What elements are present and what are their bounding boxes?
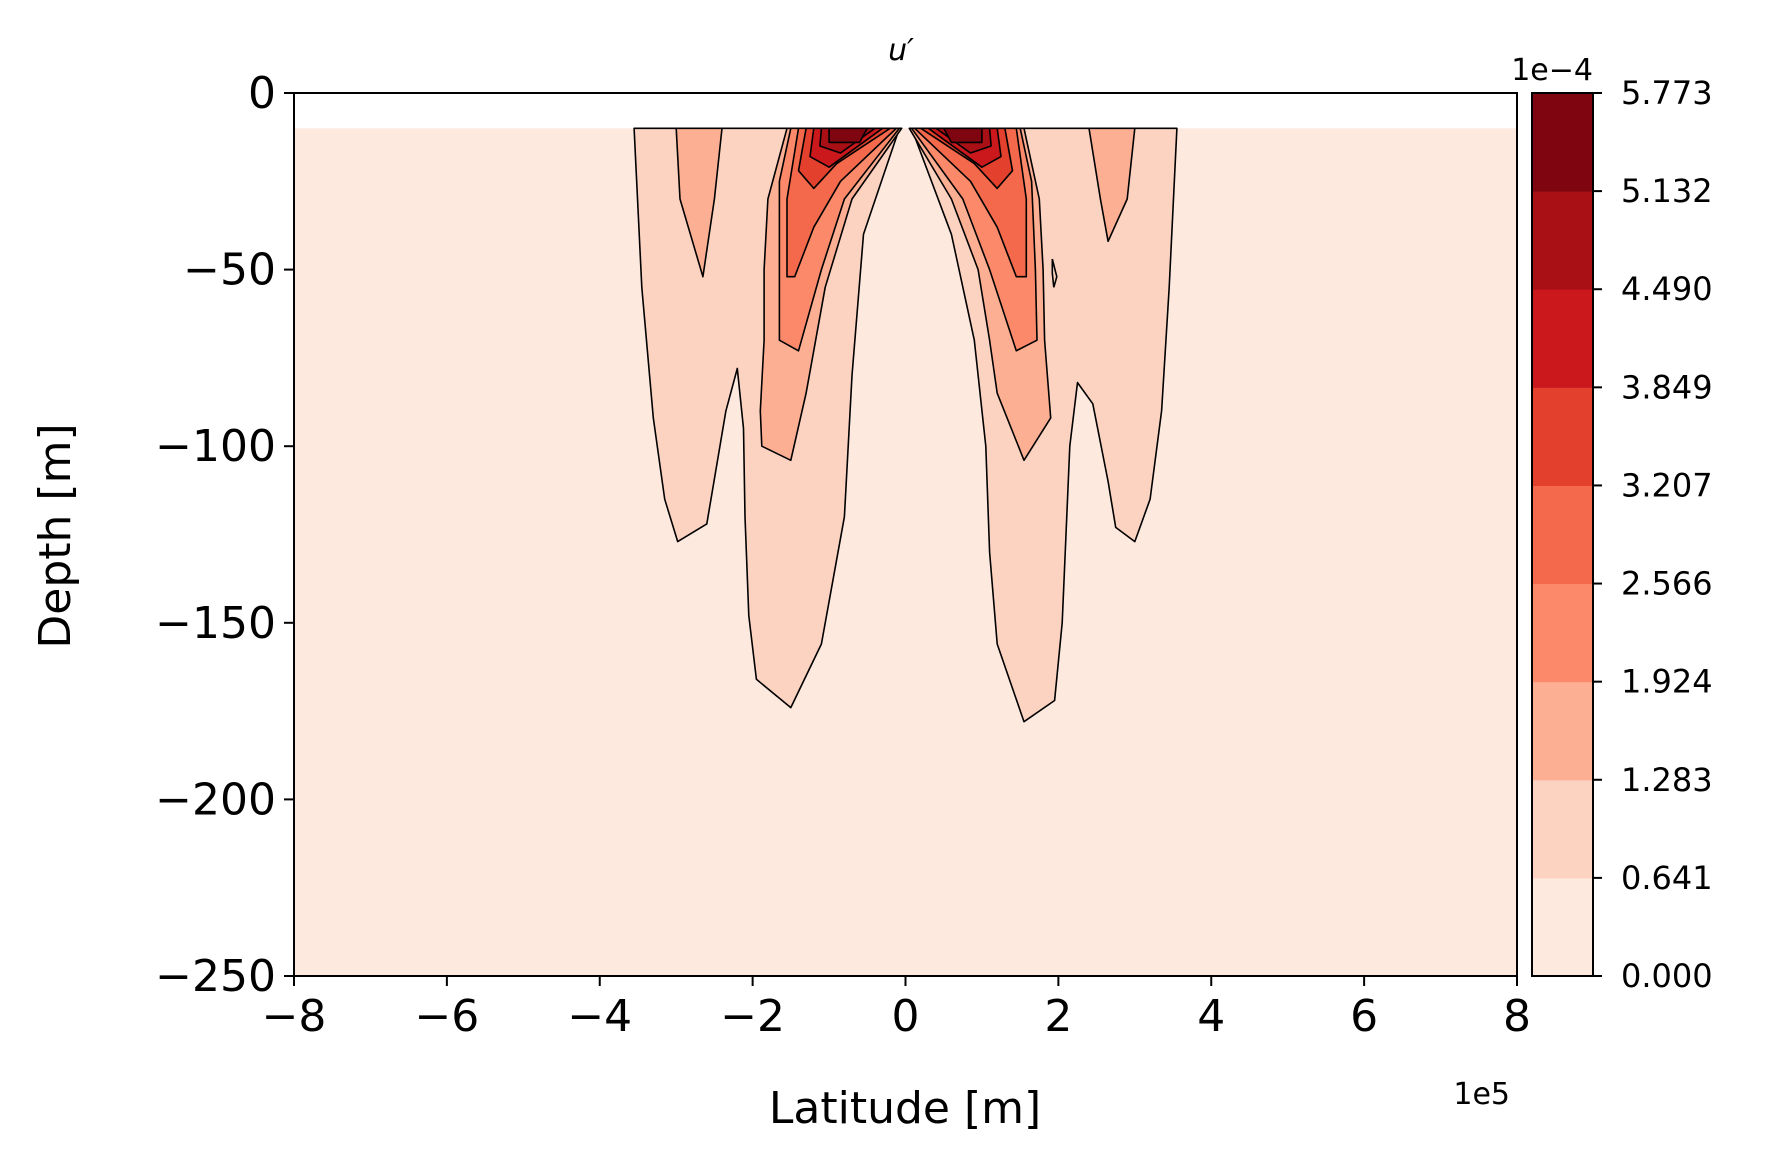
x-tick-label: −8 [262,991,327,1042]
y-tick-label: −150 [155,598,276,649]
colorbar-band [1532,877,1593,977]
colorbar-tick-label: 4.490 [1621,270,1713,308]
colorbar-tick-label: 3.849 [1621,368,1713,406]
x-tick-label: 8 [1503,991,1531,1042]
contour-region [828,127,869,144]
contour-region [1088,127,1136,243]
contour-line [1051,258,1058,288]
contour-lines [1051,258,1058,288]
y-tick-label: −100 [155,421,276,472]
colorbar-band [1532,681,1593,781]
y-tick-label: −50 [183,245,276,296]
x-tick-label: 0 [892,991,920,1042]
colorbar: 0.000 0.641 1.283 1.924 2.566 3.207 3.849 4.490… [1511,53,1712,995]
x-tick-label: 2 [1044,991,1072,1042]
colorbar-tick-label: 2.566 [1621,565,1713,603]
colorbar-frame [1531,92,1594,977]
contour-region [675,127,723,278]
chart-title: u′ [888,33,914,68]
colorbar-tick-label: 1.924 [1621,663,1713,701]
contour-fills [633,127,1178,723]
x-tick-label: −6 [414,991,479,1042]
y-tick-label: −250 [155,951,276,1002]
x-tick-label: 6 [1350,991,1378,1042]
colorbar-tick-label: 0.641 [1621,859,1713,897]
colorbar-tick-label: 5.132 [1621,172,1713,210]
x-tick-label: 4 [1197,991,1225,1042]
x-tick-label: −4 [567,991,632,1042]
colorbar-ticks: 0.000 0.641 1.283 1.924 2.566 3.207 3.849 4.490… [1593,74,1713,995]
plot-area [293,92,1518,977]
colorbar-band [1532,93,1593,192]
x-offset-label: 1e5 [1453,1077,1510,1112]
x-tick-label: −2 [720,991,785,1042]
x-axis-label: Latitude [m] [769,1083,1041,1134]
colorbar-bands [1532,93,1593,977]
colorbar-tick-label: 0.000 [1621,957,1713,995]
y-axis-label: Depth [m] [30,423,81,648]
x-axis: −8 −6 −4 −2 0 2 4 6 8 [262,976,1531,1042]
y-axis: 0 −50 −100 −150 −200 −250 [155,68,294,1002]
colorbar-tick-label: 1.283 [1621,761,1713,799]
contour-region [942,127,983,144]
colorbar-tick-label: 5.773 [1621,74,1713,112]
base-level-fill [294,128,1517,976]
colorbar-tick-label: 3.207 [1621,466,1713,504]
colorbar-band [1532,779,1593,879]
colorbar-band [1532,387,1593,486]
colorbar-band [1532,191,1593,290]
y-tick-label: 0 [248,68,276,119]
colorbar-offset-label: 1e−4 [1511,53,1593,88]
colorbar-band [1532,485,1593,585]
y-tick-label: −200 [155,774,276,825]
colorbar-band [1532,583,1593,683]
colorbar-band [1532,289,1593,388]
